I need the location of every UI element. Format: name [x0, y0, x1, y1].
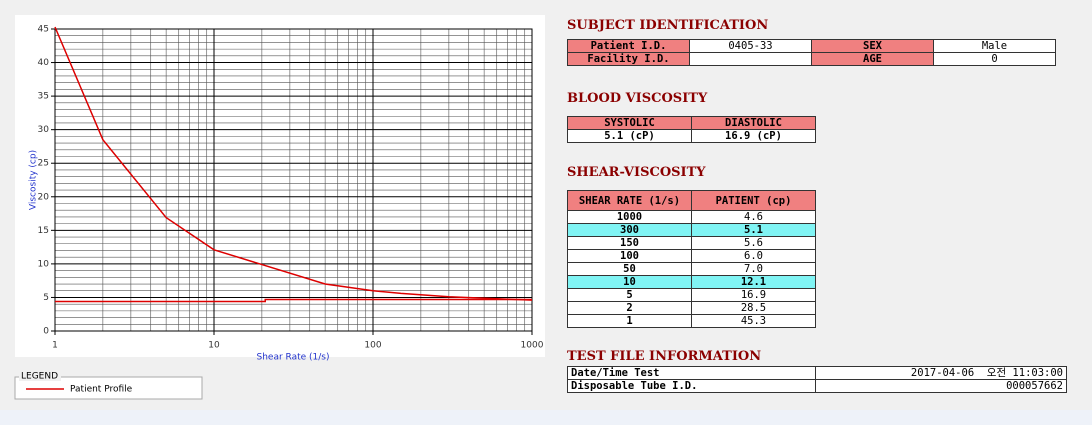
shear-rate: 100: [567, 249, 692, 263]
viscosity: 28.5: [691, 301, 816, 315]
legend-box: [14, 376, 203, 400]
y-tick-label: 10: [38, 259, 50, 269]
table-row: 300 5.1: [567, 223, 816, 237]
viscosity: 5.6: [691, 236, 816, 250]
section-title: BLOOD VISCOSITY: [567, 91, 708, 106]
table-row: SYSTOLIC DIASTOLIC: [567, 116, 816, 130]
field-label: Patient I.D.: [567, 39, 690, 53]
shear-rate: 2: [567, 301, 692, 315]
field-label: Disposable Tube I.D.: [567, 379, 816, 393]
y-tick-label: 30: [38, 125, 50, 135]
field-label: Facility I.D.: [567, 52, 690, 66]
field-value: 0405-33: [689, 39, 812, 53]
table-row: SHEAR RATE (1/s) PATIENT (cp): [567, 190, 816, 211]
field-value: 0: [933, 52, 1056, 66]
shear-rate: 1000: [567, 210, 692, 224]
blood-table: SYSTOLIC DIASTOLIC 5.1 (cP) 16.9 (cP): [567, 116, 816, 143]
table-row: 2 28.5: [567, 301, 816, 315]
y-tick-label: 35: [38, 92, 49, 102]
section-title: TEST FILE INFORMATION: [567, 349, 762, 364]
x-tick-label: 10: [208, 341, 220, 351]
x-axis-label: Shear Rate (1/s): [257, 353, 330, 363]
legend-label: Patient Profile: [70, 385, 133, 395]
shear-rate: 150: [567, 236, 692, 250]
shear-rate: 50: [567, 262, 692, 276]
y-tick-label: 25: [38, 159, 49, 169]
subject-table: Patient I.D. 0405-33 SEX Male Facility I.D. A…: [567, 39, 1056, 66]
viscosity: 6.0: [691, 249, 816, 263]
shear-rate: 5: [567, 288, 692, 302]
y-tick-label: 15: [38, 226, 49, 236]
shear-table: SHEAR RATE (1/s) PATIENT (cp) 1000 4.6 300 5.…: [567, 190, 816, 328]
shear-rate: 300: [567, 223, 692, 237]
y-tick-label: 45: [38, 25, 49, 35]
viscosity: 12.1: [691, 275, 816, 289]
legend-title: LEGEND: [21, 372, 58, 382]
section-title: SHEAR-VISCOSITY: [567, 165, 706, 180]
table-row: Date/Time Test 2017-04-06 오전 11:03:00: [567, 366, 1067, 380]
viscosity: 7.0: [691, 262, 816, 276]
viscosity: 5.1: [691, 223, 816, 237]
viscosity-value: 5.1 (cP): [567, 129, 692, 143]
status-band: [0, 410, 1092, 425]
y-tick-label: 5: [43, 293, 49, 303]
column-header: SHEAR RATE (1/s): [567, 190, 692, 211]
table-row: 5.1 (cP) 16.9 (cP): [567, 129, 816, 143]
series-line: [55, 298, 532, 303]
table-row: 1 45.3: [567, 314, 816, 328]
series-line: [54, 26, 533, 301]
x-tick-label: 100: [364, 341, 381, 351]
table-row: Disposable Tube I.D. 000057662: [567, 379, 1067, 393]
table-row: 5 16.9: [567, 288, 816, 302]
table-row: 50 7.0: [567, 262, 816, 276]
table-row: 10 12.1: [567, 275, 816, 289]
plot-frame: [54, 28, 533, 332]
viscosity-value: 16.9 (cP): [691, 129, 816, 143]
field-value: Male: [933, 39, 1056, 53]
x-tick-label: 1000: [521, 341, 544, 351]
legend-title-bg: [19, 371, 61, 381]
field-label: AGE: [811, 52, 934, 66]
field-value: [689, 52, 812, 66]
y-axis-label: Viscosity (cp): [29, 150, 39, 210]
y-tick-label: 0: [43, 327, 49, 337]
table-row: 100 6.0: [567, 249, 816, 263]
table-row: Patient I.D. 0405-33 SEX Male: [567, 39, 1056, 53]
viscosity: 4.6: [691, 210, 816, 224]
column-header: DIASTOLIC: [691, 116, 816, 130]
viscosity: 45.3: [691, 314, 816, 328]
table-row: 150 5.6: [567, 236, 816, 250]
y-tick-label: 20: [38, 192, 50, 202]
test-file-table: Date/Time Test 2017-04-06 오전 11:03:00 Disp…: [567, 366, 1067, 393]
chart: Shear Rate (1/s) Viscosity (cp) LEGEND 0…: [14, 15, 545, 400]
field-value: 000057662: [815, 379, 1067, 393]
table-row: 1000 4.6: [567, 210, 816, 224]
y-tick-label: 40: [38, 58, 50, 68]
shear-rate: 1: [567, 314, 692, 328]
field-label: Date/Time Test: [567, 366, 816, 380]
shear-rate: 10: [567, 275, 692, 289]
x-tick-label: 1: [52, 341, 58, 351]
column-header: PATIENT (cp): [691, 190, 816, 211]
section-title: SUBJECT IDENTIFICATION: [567, 18, 769, 33]
field-value: 2017-04-06 오전 11:03:00: [815, 366, 1067, 380]
viscosity: 16.9: [691, 288, 816, 302]
chart-panel: [15, 15, 545, 357]
table-row: Facility I.D. AGE 0: [567, 52, 1056, 66]
field-label: SEX: [811, 39, 934, 53]
column-header: SYSTOLIC: [567, 116, 692, 130]
